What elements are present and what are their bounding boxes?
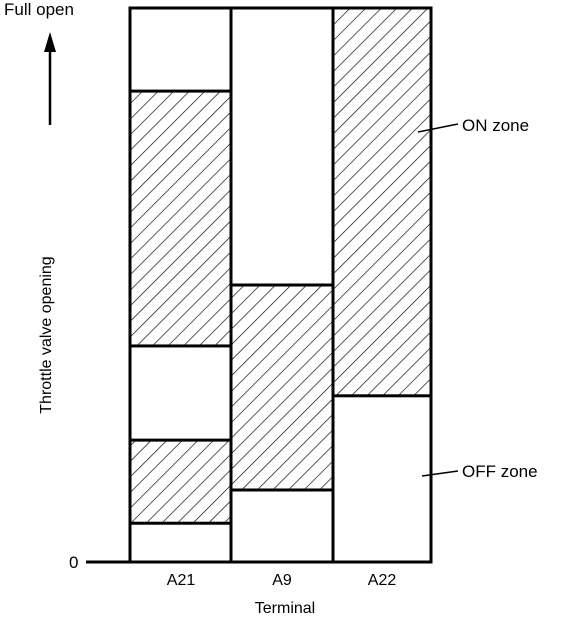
zero-label: 0 [69, 553, 78, 572]
terminal-columns [128, 6, 433, 564]
on-zone-a21-2 [128, 89, 234, 348]
on-zone-leader [417, 123, 459, 133]
off-zone-label: OFF zone [462, 462, 538, 481]
y-arrow-head [44, 32, 56, 52]
y-axis-label: Throttle valve opening [38, 256, 55, 413]
on-zone-a21-1 [128, 438, 234, 525]
terminal-label-a21: A21 [167, 572, 196, 589]
on-zone-a22-1 [331, 6, 433, 398]
terminal-tick-labels: A21 A9 A22 [167, 572, 397, 589]
terminal-label-a9: A9 [272, 572, 292, 589]
on-zone-label: ON zone [462, 116, 529, 135]
terminal-label-a22: A22 [368, 572, 397, 589]
off-zone-leader [421, 470, 459, 477]
x-axis-label: Terminal [255, 600, 315, 617]
full-open-label: Full open [4, 0, 74, 19]
on-zone-a9-1 [229, 283, 335, 492]
